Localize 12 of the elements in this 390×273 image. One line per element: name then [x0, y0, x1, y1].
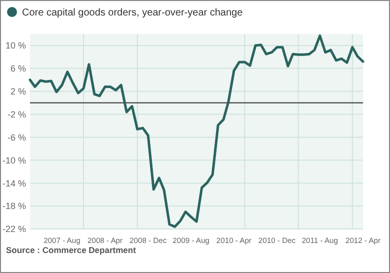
y-tick-label: -22 % — [2, 224, 26, 234]
line-series — [28, 34, 364, 228]
y-tick-label: 10 % — [5, 40, 26, 51]
legend-label: Core capital goods orders, year-over-year change — [22, 8, 244, 18]
y-tick-label: -14 % — [2, 178, 26, 188]
y-tick-label: -6 % — [7, 132, 26, 142]
y-tick-label: -18 % — [2, 201, 26, 212]
y-tick-label: 2 % — [10, 86, 26, 97]
y-tick-label: -2 % — [7, 109, 26, 120]
y-tick-label: -10 % — [2, 155, 26, 166]
y-tick-label: 6 % — [10, 64, 26, 74]
source-note: Source : Commerce Department — [6, 245, 136, 255]
